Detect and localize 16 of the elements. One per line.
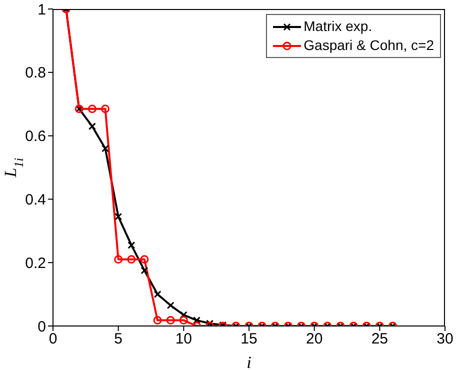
x-axis-title: i (246, 353, 252, 370)
x-tick-label: 5 (114, 330, 123, 348)
legend-label: Gaspari & Cohn, c=2 (304, 36, 434, 55)
y-tick-label: 0 (38, 318, 46, 336)
y-tick-label: 0.4 (25, 192, 46, 209)
legend-label: Matrix exp. (304, 17, 372, 36)
x-tick-label: 10 (175, 330, 192, 348)
x-tick-label: 0 (48, 330, 58, 348)
y-tick-label: 1 (38, 1, 46, 18)
x-tick-label: 15 (240, 330, 258, 348)
x-tick-label: 30 (436, 330, 454, 348)
x-tick-label: 20 (306, 330, 323, 348)
y-tick-label: 0.6 (25, 128, 46, 146)
y-tick-label: 0.2 (25, 254, 46, 272)
y-tick-label: 0.8 (25, 64, 46, 82)
x-tick-label: 25 (371, 330, 388, 348)
